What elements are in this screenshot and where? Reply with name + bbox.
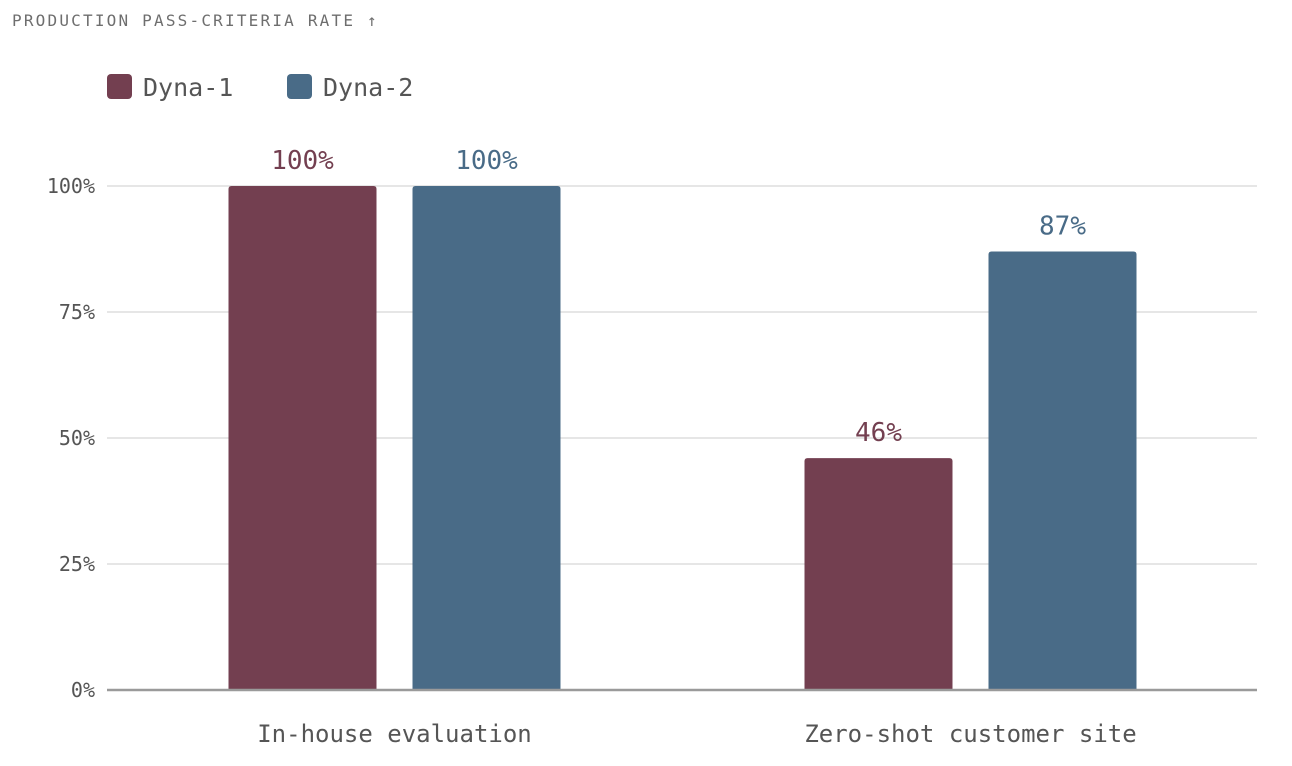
x-tick-label-2: Zero-shot customer site (804, 720, 1136, 748)
y-tick-label-0: 0% (71, 678, 95, 702)
x-axis: In-house evaluation Zero-shot customer si… (107, 688, 1257, 748)
legend-label-2: Dyna-2 (323, 73, 413, 102)
legend: Dyna-1 Dyna-2 (107, 73, 413, 102)
data-label-dyna-1-1: 100% (271, 146, 334, 176)
chart-title: PRODUCTION PASS-CRITERIA RATE ↑ (12, 11, 379, 30)
bars (228, 186, 1137, 690)
y-tick-label-100: 100% (47, 174, 95, 198)
y-tick-label-50: 50% (59, 426, 95, 450)
legend-swatch-1 (107, 74, 132, 99)
x-tick-label-1: In-house evaluation (257, 720, 532, 748)
y-axis: 0% 25% 50% 75% 100% (47, 174, 95, 702)
legend-label-1: Dyna-1 (143, 73, 233, 102)
y-tick-label-25: 25% (59, 552, 95, 576)
legend-swatch-2 (287, 74, 312, 99)
bar-dyna-2-1 (412, 186, 561, 690)
bar-dyna-1-1 (228, 186, 377, 690)
data-label-dyna-2-1: 100% (455, 146, 518, 176)
y-tick-label-75: 75% (59, 300, 95, 324)
data-labels: 100% 100% 46% 87% (271, 146, 1086, 448)
bar-dyna-2-2 (988, 251, 1137, 690)
data-label-dyna-1-2: 46% (855, 418, 902, 448)
data-label-dyna-2-2: 87% (1039, 212, 1086, 242)
bar-dyna-1-2 (804, 458, 953, 690)
